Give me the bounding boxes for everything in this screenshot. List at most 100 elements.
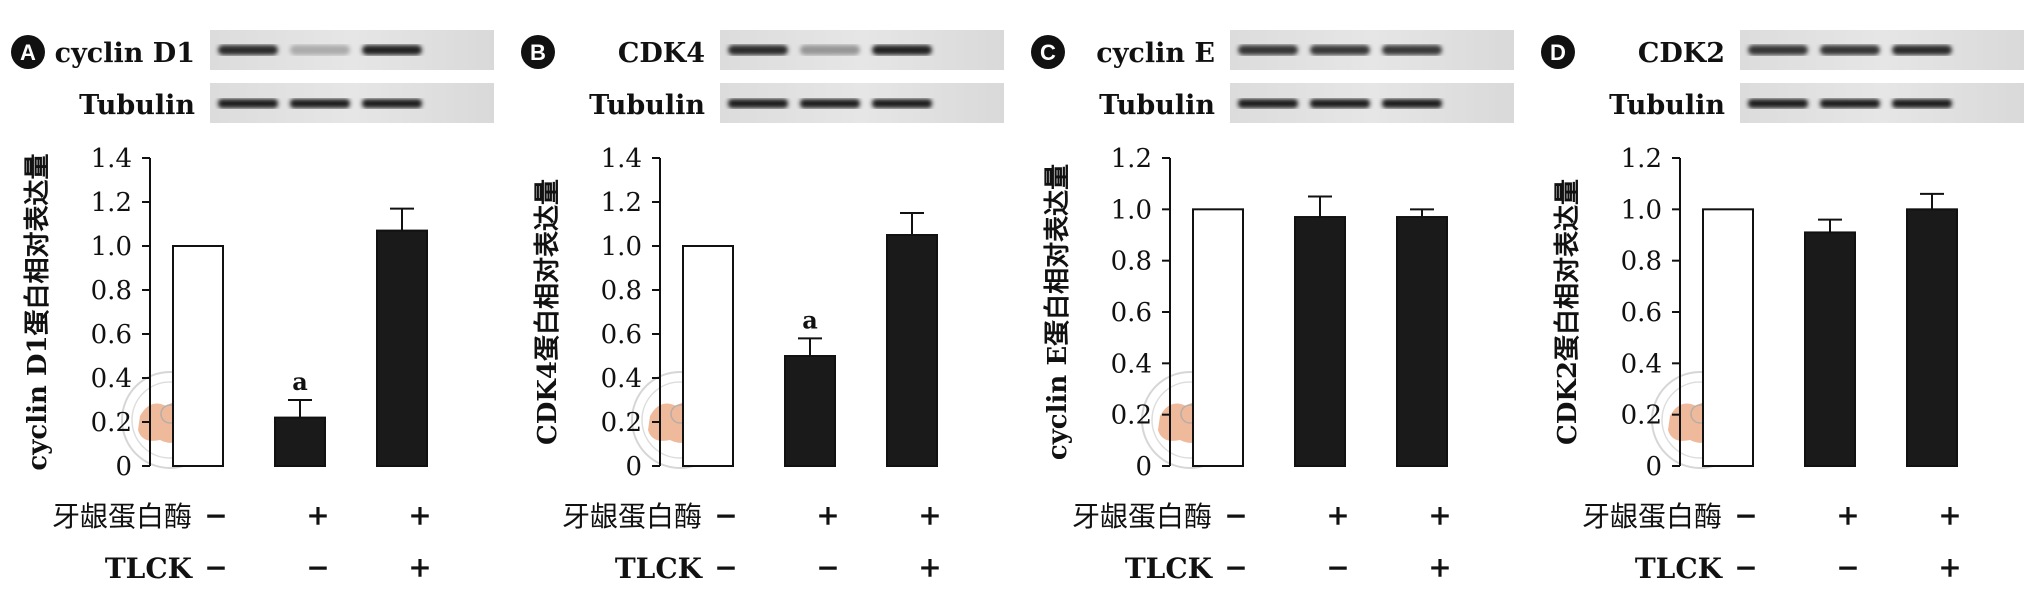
y-tick-label: 1.4 (91, 144, 132, 174)
treatment-sign-1: + (1938, 499, 1961, 532)
y-tick-label: 1.2 (1111, 144, 1152, 174)
bar (682, 245, 734, 467)
blot-label-protein: CDK4 (618, 38, 705, 69)
significance-annotation: a (292, 367, 308, 396)
panel-letter-badge (1541, 35, 1575, 69)
bar (274, 416, 326, 468)
blot-band-tubulin (872, 99, 932, 108)
blot-band-target (218, 45, 278, 55)
treatment-row-label-1: 牙龈蛋白酶 (1072, 500, 1212, 533)
blot-band-target (1310, 45, 1370, 55)
treatment-sign-2: − (1224, 551, 1247, 584)
bar (1396, 216, 1448, 467)
blot-band-target (1820, 45, 1880, 55)
blot-band-target (290, 45, 350, 55)
treatment-sign-2: + (1428, 551, 1451, 584)
treatment-sign-2: + (918, 551, 941, 584)
treatment-sign-1: + (1428, 499, 1451, 532)
blot-band-tubulin (1892, 99, 1952, 108)
bar (1702, 208, 1754, 467)
treatment-sign-1: + (408, 499, 431, 532)
bar (1804, 231, 1856, 467)
y-tick-label: 0 (1645, 452, 1662, 482)
y-tick-label: 0.8 (1621, 247, 1662, 277)
blot-label-loading-control: Tubulin (79, 90, 195, 121)
treatment-row-label-2: TLCK (1125, 552, 1214, 585)
panel-letter-badge (1031, 35, 1065, 69)
blot-band-tubulin (1382, 99, 1442, 108)
blot-band-target (1382, 45, 1442, 55)
blot-band-target (872, 45, 932, 55)
bar (172, 245, 224, 467)
treatment-sign-1: − (1734, 499, 1757, 532)
y-tick-label: 0.4 (1111, 349, 1152, 379)
bar (376, 229, 428, 467)
y-tick-label: 0.2 (91, 408, 132, 438)
blot-band-target (1748, 45, 1808, 55)
y-tick-label: 0.4 (601, 364, 642, 394)
blot-label-protein: cyclin D1 (55, 38, 195, 69)
treatment-row-label-2: TLCK (615, 552, 704, 585)
y-tick-label: 0.4 (1621, 349, 1662, 379)
y-tick-label: 0.8 (601, 276, 642, 306)
treatment-sign-2: − (1326, 551, 1349, 584)
blot-band-tubulin (1748, 99, 1808, 108)
blot-label-loading-control: Tubulin (1099, 90, 1215, 121)
treatment-sign-1: + (816, 499, 839, 532)
treatment-sign-2: − (306, 551, 329, 584)
treatment-sign-1: + (306, 499, 329, 532)
blot-band-tubulin (1238, 99, 1298, 108)
panel-letter: B (530, 40, 546, 65)
treatment-sign-1: − (1224, 499, 1247, 532)
blot-band-target (1892, 45, 1952, 55)
y-axis-title: CDK2蛋白相对表达量 (1552, 179, 1583, 445)
treatment-sign-2: − (1836, 551, 1859, 584)
blot-band-tubulin (362, 99, 422, 108)
panel-letter: C (1040, 40, 1056, 65)
bar (1906, 208, 1958, 467)
bar (1192, 208, 1244, 467)
y-tick-label: 0 (1135, 452, 1152, 482)
treatment-sign-1: − (714, 499, 737, 532)
treatment-sign-1: + (1836, 499, 1859, 532)
blot-band-tubulin (1820, 99, 1880, 108)
y-tick-label: 1.0 (1111, 195, 1152, 225)
blot-band-target (728, 45, 788, 55)
treatment-row-label-2: TLCK (105, 552, 194, 585)
panel-letter: A (20, 40, 36, 65)
blot-band-tubulin (1310, 99, 1370, 108)
y-axis-title: cyclin D1蛋白相对表达量 (22, 153, 53, 470)
panel-letter: D (1550, 40, 1566, 65)
y-tick-label: 0.2 (1621, 401, 1662, 431)
treatment-sign-1: + (918, 499, 941, 532)
bar (1294, 216, 1346, 467)
treatment-sign-2: + (408, 551, 431, 584)
treatment-sign-2: + (1938, 551, 1961, 584)
blot-band-target (1238, 45, 1298, 55)
treatment-sign-2: − (204, 551, 227, 584)
y-axis-title: cyclin E蛋白相对表达量 (1042, 164, 1073, 460)
y-tick-label: 0.6 (1621, 298, 1662, 328)
blot-label-protein: CDK2 (1638, 38, 1725, 69)
y-tick-label: 1.0 (91, 232, 132, 262)
panel-letter-badge (11, 35, 45, 69)
y-tick-label: 0.8 (1111, 247, 1152, 277)
blot-band-tubulin (728, 99, 788, 108)
treatment-sign-2: − (816, 551, 839, 584)
y-tick-label: 0.6 (91, 320, 132, 350)
y-tick-label: 0.6 (1111, 298, 1152, 328)
blot-band-tubulin (290, 99, 350, 108)
y-tick-label: 0.8 (91, 276, 132, 306)
y-tick-label: 0.4 (91, 364, 132, 394)
y-tick-label: 1.2 (91, 188, 132, 218)
panel-d: D CDK2 Tubulin 0 0.2 0.4 0.6 0.8 1.0 1.2 CDK2蛋白相对表… (1541, 30, 2024, 585)
y-tick-label: 1.0 (1621, 195, 1662, 225)
significance-annotation: a (802, 305, 818, 334)
y-tick-label: 1.4 (601, 144, 642, 174)
treatment-sign-2: − (1734, 551, 1757, 584)
y-tick-label: 0.6 (601, 320, 642, 350)
panel-letter-badge (521, 35, 555, 69)
